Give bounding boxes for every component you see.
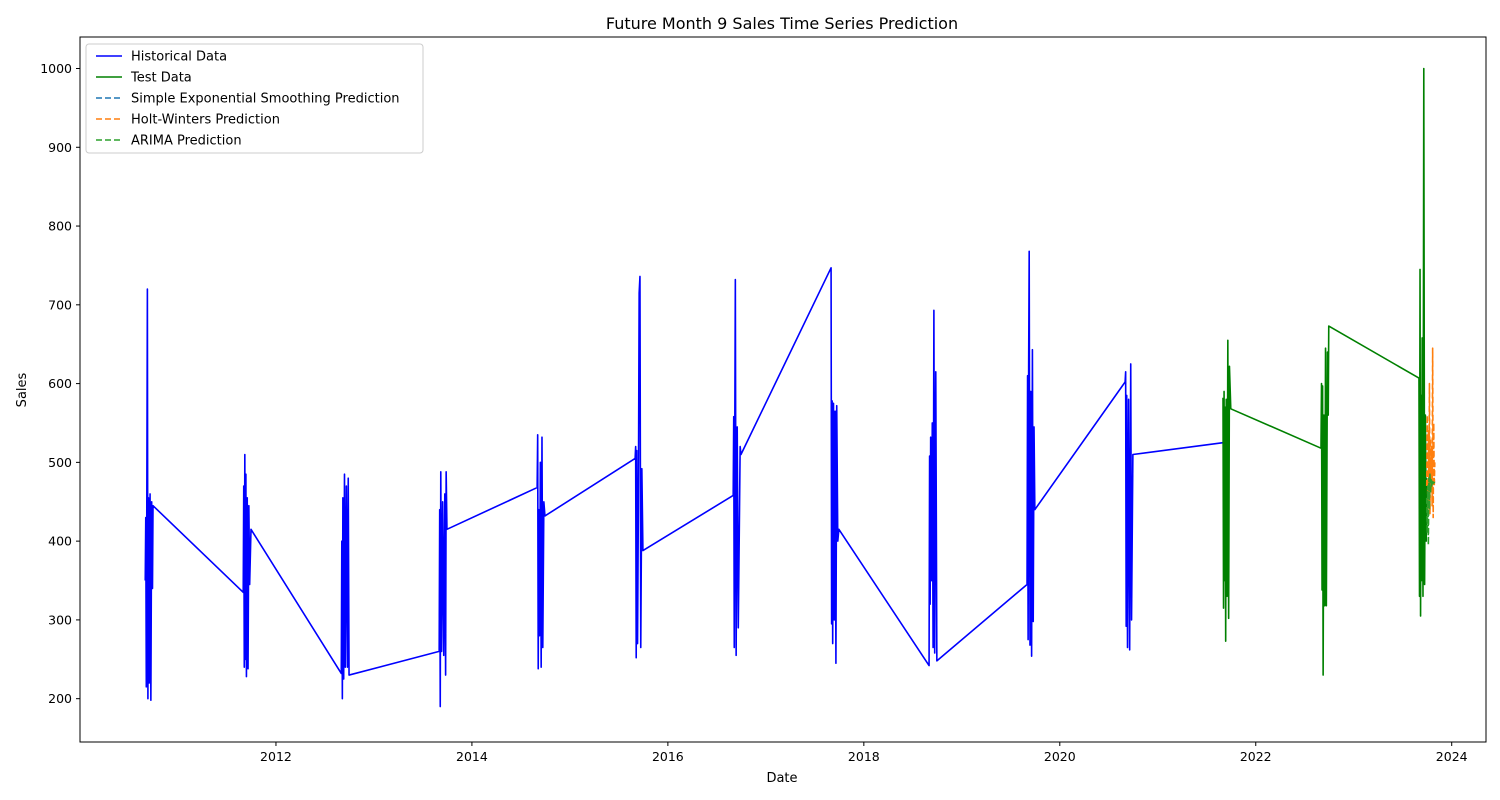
x-tick-label: 2024 bbox=[1436, 749, 1468, 764]
x-tick-label: 2014 bbox=[456, 749, 488, 764]
y-tick-label: 200 bbox=[48, 691, 72, 706]
series-line-historical-data bbox=[144, 250, 1224, 708]
y-tick-label: 700 bbox=[48, 297, 72, 312]
x-tick-label: 2020 bbox=[1044, 749, 1076, 764]
y-tick-label: 800 bbox=[48, 219, 72, 234]
x-axis: 2012 2014 2016 2018 2020 2022 2024 bbox=[260, 742, 1468, 764]
series-line-arima-prediction bbox=[1425, 473, 1436, 546]
y-tick-label: 500 bbox=[48, 455, 72, 470]
x-tick-label: 2018 bbox=[848, 749, 880, 764]
legend-items: Historical Data Test Data Simple Exponenti… bbox=[96, 50, 400, 149]
y-tick-label: 900 bbox=[48, 140, 72, 155]
y-tick-label: 1000 bbox=[40, 61, 72, 76]
y-axis: 200 300 400 500 600 700 800 900 1000 bbox=[40, 61, 80, 706]
legend: Historical Data Test Data Simple Exponenti… bbox=[85, 43, 424, 154]
series-line-test-data bbox=[1222, 67, 1428, 676]
y-tick-label: 300 bbox=[48, 612, 72, 627]
x-tick-label: 2022 bbox=[1240, 749, 1272, 764]
legend-label-arima-prediction: ARIMA Prediction bbox=[131, 134, 242, 149]
plot-area-frame bbox=[79, 36, 1487, 743]
y-tick-label: 600 bbox=[48, 376, 72, 391]
legend-label-historical-data: Historical Data bbox=[131, 50, 227, 65]
x-axis-title: Date bbox=[766, 771, 797, 786]
legend-label-test-data: Test Data bbox=[130, 71, 192, 86]
x-tick-label: 2012 bbox=[260, 749, 292, 764]
legend-label-holt-winters-prediction: Holt-Winters Prediction bbox=[131, 113, 280, 128]
chart-title: Future Month 9 Sales Time Series Predict… bbox=[606, 14, 958, 33]
legend-label-simple-exponential-smoothing-prediction: Simple Exponential Smoothing Prediction bbox=[131, 92, 400, 107]
y-axis-title: Sales bbox=[15, 372, 30, 407]
series-line-holt-winters-prediction bbox=[1425, 347, 1436, 519]
x-tick-label: 2016 bbox=[652, 749, 684, 764]
y-tick-label: 400 bbox=[48, 534, 72, 549]
legend-frame bbox=[85, 43, 424, 154]
series-layer bbox=[144, 67, 1436, 708]
